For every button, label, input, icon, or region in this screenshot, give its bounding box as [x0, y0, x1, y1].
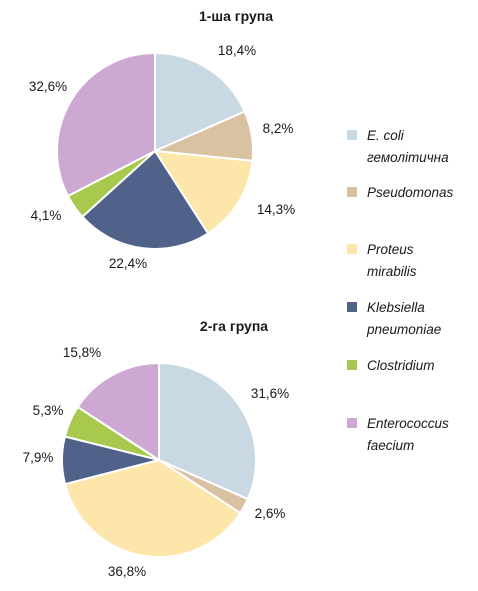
- legend-label-5-line-1: Clostridium: [367, 358, 435, 373]
- legend-swatch-1: [347, 130, 357, 140]
- pie-2-label-6: 15,8%: [63, 345, 101, 360]
- legend-label-1-line-1: E. coli: [367, 128, 405, 143]
- pie-1-label-6: 32,6%: [29, 79, 67, 94]
- pie-2-slice-3: [63, 458, 242, 558]
- legend-swatch-2: [347, 187, 357, 197]
- pie-2-label-5: 5,3%: [33, 403, 64, 418]
- legend-label-3-line-2: mirabilis: [367, 264, 417, 279]
- pie-1-slice-4: [80, 149, 210, 250]
- legend-swatch-4: [347, 302, 357, 312]
- pie-2-label-3: 36,8%: [108, 564, 146, 579]
- pie-1-slice-6: [56, 51, 156, 198]
- pie-1-label-2: 8,2%: [263, 121, 294, 136]
- chart-1-title: 1-ша група: [199, 8, 273, 24]
- legend-swatch-6: [347, 418, 357, 428]
- pie-2-label-4: 7,9%: [23, 450, 54, 465]
- pie-1-label-1: 18,4%: [218, 43, 256, 58]
- pie-1-slice-3: [153, 149, 254, 235]
- legend-swatch-3: [347, 244, 357, 254]
- legend-label-4-line-2: pneumoniae: [366, 322, 441, 337]
- legend-label-3-line-1: Proteus: [367, 242, 414, 257]
- pie-chart-1: 18,4% 8,2% 14,3% 22,4% 4,1% 32,6%: [29, 43, 295, 271]
- legend-swatch-5: [347, 360, 357, 370]
- legend-label-2-line-1: Pseudomonas: [367, 185, 454, 200]
- legend-label-4-line-1: Klebsiella: [367, 300, 425, 315]
- legend-label-6-line-1: Enterococcus: [367, 416, 449, 431]
- pie-chart-2: 31,6% 2,6% 36,8% 7,9% 5,3% 15,8%: [23, 345, 290, 579]
- legend-label-6-line-2: faecium: [367, 438, 414, 453]
- pie-2-label-1: 31,6%: [251, 386, 289, 401]
- pie-1-label-4: 22,4%: [109, 256, 147, 271]
- chart-2-title: 2-га група: [200, 318, 268, 334]
- pie-2-label-2: 2,6%: [255, 506, 286, 521]
- legend-label-1-line-2: гемолітична: [367, 150, 449, 165]
- legend: E. coli гемолітична Pseudomonas Proteus mira…: [347, 128, 454, 453]
- pie-2-slice-1: [158, 361, 257, 501]
- pie-1-label-3: 14,3%: [257, 202, 295, 217]
- pie-1-label-5: 4,1%: [31, 208, 62, 223]
- pie-1-slice-1: [154, 51, 247, 153]
- pie-2-slice-6: [76, 361, 160, 462]
